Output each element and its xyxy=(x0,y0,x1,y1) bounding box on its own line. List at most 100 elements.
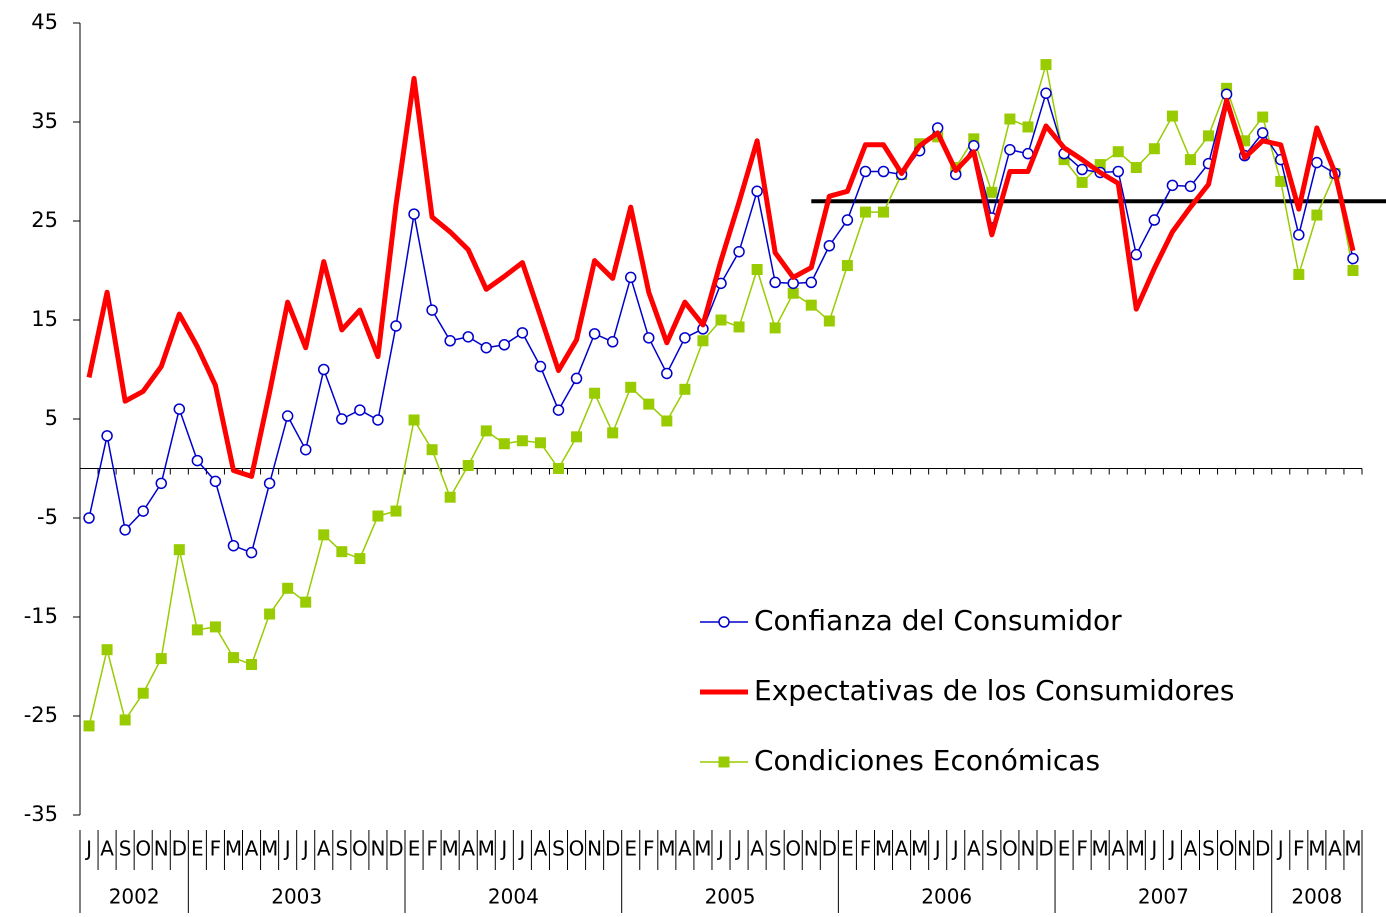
point xyxy=(607,427,619,439)
point xyxy=(83,512,95,524)
point xyxy=(155,477,168,490)
x-tick-label: F xyxy=(1076,837,1088,861)
point xyxy=(733,245,745,258)
legend-marker xyxy=(718,756,730,768)
x-tick-label: A xyxy=(1184,837,1198,861)
point xyxy=(390,320,402,332)
y-tick-label: 45 xyxy=(31,10,58,34)
point xyxy=(516,435,528,447)
point xyxy=(408,208,420,220)
year-label: 2007 xyxy=(1138,885,1189,909)
point xyxy=(877,165,890,178)
point xyxy=(1040,87,1052,100)
point xyxy=(1293,268,1305,280)
point xyxy=(1058,154,1070,166)
x-tick-label: J xyxy=(283,837,291,861)
x-tick-label: M xyxy=(911,837,928,861)
x-tick-label: A xyxy=(1111,837,1125,861)
point xyxy=(444,491,456,503)
point xyxy=(606,336,619,348)
point xyxy=(1076,163,1088,176)
x-tick-label: S xyxy=(985,837,998,861)
x-tick-label: A xyxy=(245,837,259,861)
point xyxy=(1040,59,1052,71)
point xyxy=(354,404,366,416)
point xyxy=(137,505,149,517)
point xyxy=(480,425,492,437)
x-tick-label: J xyxy=(84,837,92,861)
point xyxy=(823,315,835,327)
x-tick-label: S xyxy=(119,837,132,861)
point xyxy=(1076,176,1088,188)
point xyxy=(751,185,763,198)
year-label: 2006 xyxy=(921,885,972,909)
point xyxy=(643,332,655,344)
point xyxy=(769,322,781,334)
point xyxy=(661,415,673,427)
point xyxy=(1347,265,1359,276)
point xyxy=(859,165,872,178)
point xyxy=(1112,165,1124,178)
point xyxy=(264,608,276,620)
x-tick-label: J xyxy=(734,837,742,861)
year-label: 2002 xyxy=(109,885,160,909)
x-tick-label: A xyxy=(534,837,548,861)
x-tick-label: O xyxy=(352,837,368,861)
x-tick-label: A xyxy=(678,837,692,861)
y-tick-label: 5 xyxy=(45,406,58,430)
point xyxy=(372,414,384,426)
x-tick-label: J xyxy=(951,837,959,861)
point xyxy=(1094,159,1106,171)
x-tick-label: F xyxy=(860,837,872,861)
point xyxy=(1184,154,1196,166)
year-label: 2005 xyxy=(705,885,756,909)
x-tick-label: D xyxy=(605,837,620,861)
point xyxy=(715,314,727,326)
point xyxy=(318,529,330,541)
y-tick-label: -5 xyxy=(37,505,58,529)
point xyxy=(444,335,456,347)
x-tick-label: D xyxy=(1255,837,1270,861)
point xyxy=(299,443,312,456)
x-tick-label: N xyxy=(1020,837,1035,861)
point xyxy=(173,544,185,556)
year-label: 2004 xyxy=(488,885,539,909)
legend-label: Confianza del Consumidor xyxy=(754,604,1122,637)
x-tick-label: N xyxy=(804,837,819,861)
point xyxy=(498,438,510,450)
point xyxy=(336,546,348,558)
point xyxy=(1203,130,1215,142)
point xyxy=(570,372,583,385)
point xyxy=(841,260,853,272)
point xyxy=(1004,113,1016,125)
point xyxy=(968,133,980,145)
x-tick-label: J xyxy=(933,837,941,861)
point xyxy=(209,621,221,633)
point xyxy=(191,624,203,636)
point xyxy=(318,363,330,376)
point xyxy=(1166,179,1179,192)
x-tick-label: A xyxy=(967,837,981,861)
point xyxy=(1221,82,1233,94)
point xyxy=(1130,248,1143,261)
x-tick-label: S xyxy=(335,837,348,861)
x-tick-label: M xyxy=(1344,837,1361,861)
y-tick-label: 35 xyxy=(31,109,58,133)
point xyxy=(336,413,348,425)
point xyxy=(1347,252,1359,265)
x-tick-label: M xyxy=(225,837,242,861)
point xyxy=(426,444,438,456)
x-tick-label: O xyxy=(569,837,585,861)
x-tick-label: J xyxy=(517,837,525,861)
x-tick-label: A xyxy=(100,837,114,861)
y-tick-label: 15 xyxy=(31,307,58,331)
point xyxy=(300,596,312,608)
legend-marker xyxy=(718,616,730,628)
x-tick-label: M xyxy=(658,837,675,861)
x-tick-label: N xyxy=(587,837,602,861)
point xyxy=(733,321,745,333)
point xyxy=(571,431,583,443)
point xyxy=(191,454,204,467)
y-tick-label: -25 xyxy=(24,703,58,727)
